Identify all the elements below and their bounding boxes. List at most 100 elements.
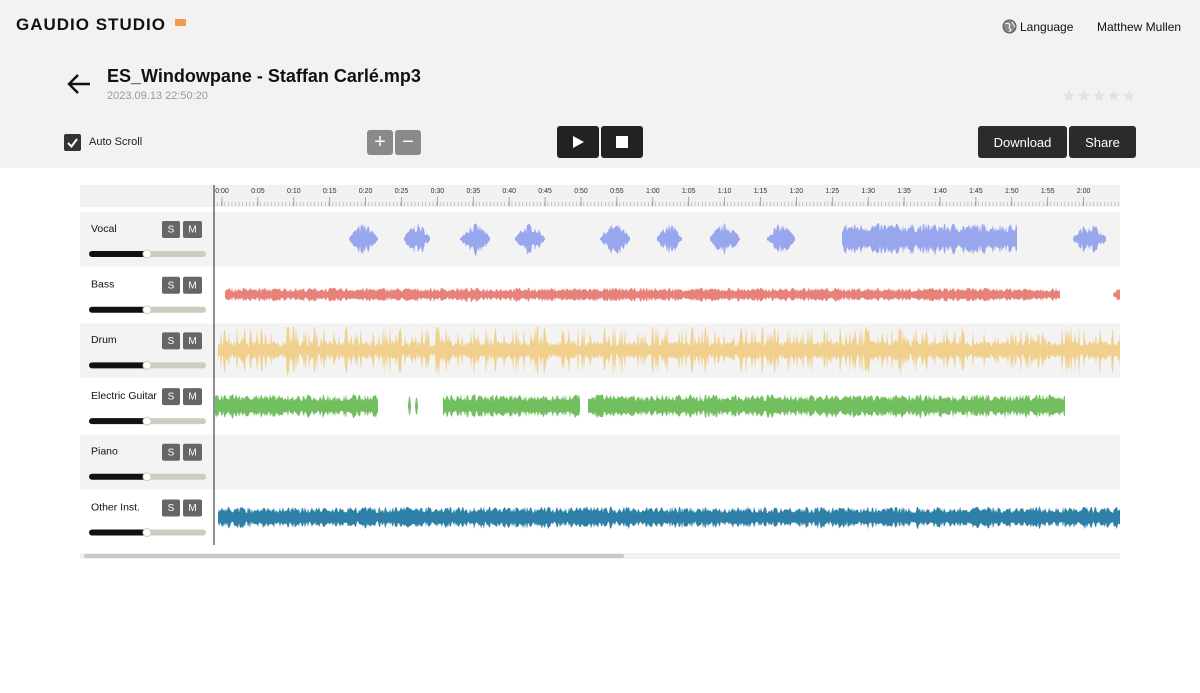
waveform-shape — [1073, 225, 1106, 253]
waveform-shape — [767, 223, 795, 253]
time-label: 0:25 — [395, 188, 409, 195]
logo[interactable]: GAUDIO STUDIO — [16, 15, 166, 34]
volume-knob[interactable] — [142, 249, 152, 259]
solo-button[interactable] — [162, 276, 180, 294]
solo-button[interactable] — [162, 443, 180, 461]
time-label: 0:55 — [610, 188, 624, 195]
mute-label[interactable]: M — [188, 503, 196, 514]
solo-label[interactable]: S — [168, 280, 175, 291]
mute-label[interactable]: M — [188, 280, 196, 291]
play-icon — [573, 136, 584, 148]
time-label: 1:50 — [1005, 188, 1019, 195]
solo-label[interactable]: S — [168, 336, 175, 347]
volume-knob[interactable] — [142, 528, 152, 537]
solo-button[interactable] — [162, 499, 180, 517]
waveform-shape — [515, 223, 545, 254]
waveform — [218, 325, 1120, 378]
volume-knob[interactable] — [142, 360, 152, 370]
rating-stars[interactable] — [1062, 88, 1136, 104]
mute-label[interactable]: M — [188, 392, 196, 403]
waveform-shape — [842, 223, 1017, 256]
track-name: Other Inst. — [91, 501, 140, 513]
time-label: 1:45 — [969, 188, 983, 195]
logo-badge — [175, 19, 186, 26]
star[interactable] — [1107, 89, 1121, 102]
time-label: 1:55 — [1041, 188, 1055, 195]
waveform — [218, 506, 1120, 530]
mute-label[interactable]: M — [188, 225, 196, 236]
download-button[interactable]: Download — [978, 126, 1067, 158]
ruler — [80, 185, 1120, 207]
volume-knob[interactable] — [142, 305, 152, 315]
time-label: 0:50 — [574, 188, 588, 195]
mute-button[interactable] — [183, 388, 202, 406]
waveform-shape — [600, 224, 630, 255]
mute-label[interactable]: M — [188, 447, 196, 458]
stop-icon — [616, 136, 628, 148]
waveform — [215, 394, 1065, 419]
waveform-shape — [349, 223, 378, 256]
solo-label[interactable]: S — [168, 503, 175, 514]
mute-button[interactable] — [183, 499, 202, 517]
mute-button[interactable] — [183, 276, 202, 294]
waveform-shape — [443, 394, 580, 419]
mute-button[interactable] — [183, 221, 202, 238]
track-name: Drum — [91, 334, 117, 346]
waveform-shape — [404, 223, 430, 253]
track-row — [80, 434, 1120, 490]
star[interactable] — [1077, 89, 1091, 102]
track-name: Bass — [91, 278, 114, 290]
solo-button[interactable] — [162, 332, 180, 350]
waveform-shape — [710, 223, 740, 256]
mute-label[interactable]: M — [188, 336, 196, 347]
language-menu[interactable]: Language — [1020, 20, 1074, 34]
waveform-shape — [408, 396, 411, 416]
solo-label[interactable]: S — [168, 392, 175, 403]
time-label: 0:20 — [359, 188, 373, 195]
waveform-shape — [415, 397, 418, 415]
volume-knob[interactable] — [142, 416, 152, 426]
time-label: 0:30 — [431, 188, 445, 195]
solo-button[interactable] — [162, 221, 180, 238]
solo-button[interactable] — [162, 388, 180, 406]
solo-label[interactable]: S — [168, 447, 175, 458]
mute-button[interactable] — [183, 443, 202, 461]
mute-button[interactable] — [183, 332, 202, 350]
scrollbar-thumb[interactable] — [84, 554, 624, 558]
time-label: 1:10 — [718, 188, 732, 195]
star[interactable] — [1062, 89, 1076, 102]
waveform-shape — [215, 394, 378, 419]
volume-knob[interactable] — [142, 472, 152, 482]
track-name: Vocal — [91, 223, 117, 235]
waveform — [225, 287, 1120, 303]
zoom-in-button[interactable]: + — [367, 130, 393, 155]
waveform-shape — [1113, 289, 1120, 301]
solo-label[interactable]: S — [168, 225, 175, 236]
auto-scroll-checkbox[interactable] — [64, 134, 81, 151]
waveform-shape — [218, 506, 1120, 530]
time-label: 1:40 — [933, 188, 947, 195]
waveform — [349, 223, 1106, 257]
waveform-shape — [588, 394, 1065, 419]
zoom-out-button[interactable]: − — [395, 130, 421, 155]
time-label: 1:15 — [754, 188, 768, 195]
file-title: ES_Windowpane - Staffan Carlé.mp3 — [107, 66, 421, 86]
share-button[interactable]: Share — [1069, 126, 1136, 158]
star[interactable] — [1122, 89, 1136, 102]
time-label: 1:30 — [861, 188, 875, 195]
globe-icon[interactable] — [1002, 19, 1017, 34]
time-label: 0:40 — [502, 188, 516, 195]
user-name[interactable]: Matthew Mullen — [1097, 20, 1182, 34]
stop-button[interactable] — [601, 126, 643, 158]
star[interactable] — [1092, 89, 1106, 102]
time-label: 0:05 — [251, 188, 265, 195]
auto-scroll-label[interactable]: Auto Scroll — [89, 136, 143, 148]
back-arrow[interactable] — [66, 72, 92, 96]
time-label: 0:45 — [538, 188, 552, 195]
time-label: 0:15 — [323, 188, 337, 195]
time-label: 2:00 — [1077, 188, 1091, 195]
play-button[interactable] — [557, 126, 599, 158]
waveform-shape — [657, 223, 682, 255]
